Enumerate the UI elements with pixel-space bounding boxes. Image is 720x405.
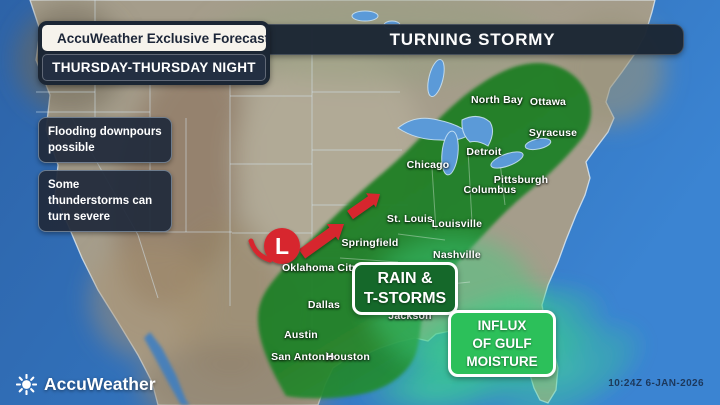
city-label-nashville: Nashville — [433, 249, 481, 261]
forecast-period-label: THURSDAY-THURSDAY NIGHT — [42, 54, 266, 81]
callout-flooding-text: Flooding downpours possible — [48, 126, 162, 155]
footer-brand-text: AccuWeather — [44, 374, 156, 394]
city-label-oklahoma-city: Oklahoma City — [281, 262, 359, 274]
forecast-period-text: THURSDAY-THURSDAY NIGHT — [52, 60, 256, 75]
storm-zone-overlay — [257, 63, 592, 399]
gulf-moisture-line: OF GULF — [472, 335, 532, 351]
headline-bar: TURNING STORMY — [262, 24, 684, 55]
city-label-columbus: Columbus — [463, 184, 517, 196]
gulf-moisture-line: MOISTURE — [466, 353, 538, 369]
brand-banner: AccuWeather Exclusive Forecast — [42, 25, 270, 51]
city-label-detroit: Detroit — [466, 146, 502, 158]
city-label-springfield: Springfield — [341, 237, 399, 249]
footer-brand: AccuWeather — [16, 374, 156, 395]
callout-flooding: Flooding downpours possible — [38, 117, 172, 164]
rain-tstorms-line: T-STORMS — [363, 289, 447, 307]
forecast-header: AccuWeather Exclusive Forecast THURSDAY-… — [38, 21, 270, 85]
city-label-north-bay: North Bay — [471, 94, 523, 106]
city-label-syracuse: Syracuse — [528, 127, 578, 139]
headline-text: TURNING STORMY — [389, 29, 556, 49]
low-pressure-icon: L — [248, 228, 300, 264]
timestamp: 10:24Z 6-JAN-2026 — [608, 378, 704, 389]
brand-banner-text: AccuWeather Exclusive Forecast — [57, 30, 270, 46]
city-label-ottawa: Ottawa — [529, 96, 567, 108]
low-pressure-letter: L — [275, 233, 289, 259]
storm-motion-arrows — [298, 193, 380, 259]
city-label-chicago: Chicago — [406, 159, 450, 171]
footer-sun-icon — [16, 374, 37, 395]
gulf-moisture-line: INFLUX — [477, 318, 527, 333]
gulf-moisture-sign: INFLUX OF GULF MOISTURE — [448, 310, 556, 378]
city-label-houston: Houston — [326, 351, 370, 363]
city-label-st-louis: St. Louis — [386, 213, 434, 225]
city-label-pittsburgh: Pittsburgh — [493, 174, 549, 186]
rain-tstorms-sign: RAIN & T-STORMS — [352, 262, 458, 316]
city-label-san-antonio: San Antonio — [271, 351, 335, 363]
callout-severe: Some thunderstorms can turn severe — [38, 170, 172, 233]
city-label-louisville: Louisville — [431, 218, 483, 230]
rain-tstorms-line: RAIN & — [377, 270, 433, 287]
city-label-dallas: Dallas — [307, 299, 341, 311]
city-label-austin: Austin — [284, 329, 318, 341]
callout-severe-text: Some thunderstorms can turn severe — [48, 179, 153, 224]
gulf-of-california — [144, 332, 190, 405]
